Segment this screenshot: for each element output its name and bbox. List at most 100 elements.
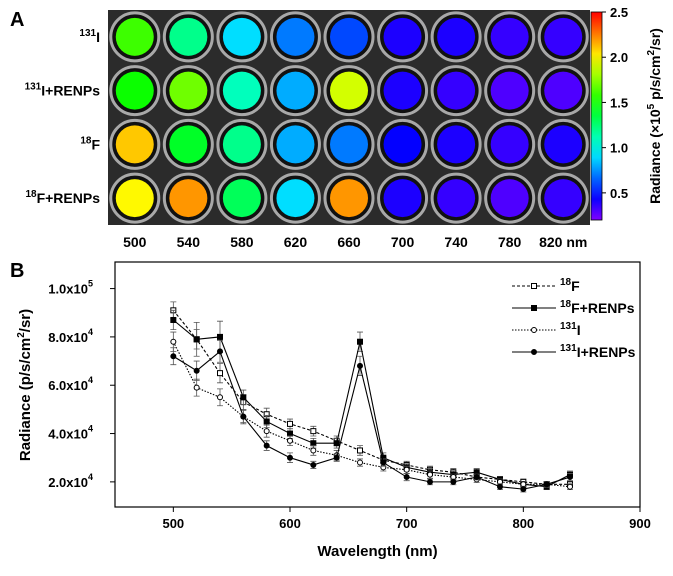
marker xyxy=(217,348,223,355)
column-label: 540 xyxy=(177,234,201,250)
colorbar-label-part: p/s/cm xyxy=(647,55,663,103)
well xyxy=(115,17,154,56)
legend-label-part: F xyxy=(571,278,580,294)
colorbar-tick-label: 2.0 xyxy=(610,50,628,65)
marker xyxy=(170,316,177,323)
well xyxy=(490,17,529,56)
row-label: 131I+RENPs xyxy=(25,82,101,99)
well xyxy=(330,179,368,218)
well xyxy=(437,125,476,164)
legend-label-part: 131 xyxy=(560,343,577,354)
well xyxy=(169,179,208,218)
well xyxy=(276,71,315,110)
marker xyxy=(427,471,433,478)
column-label: 740 xyxy=(444,234,468,250)
marker xyxy=(450,478,457,485)
x-tick-label: 500 xyxy=(162,516,184,531)
well xyxy=(490,179,529,218)
well xyxy=(115,71,154,110)
row-label-part: F+RENPs xyxy=(37,190,101,206)
legend-label: 18F xyxy=(560,277,580,294)
well xyxy=(222,179,261,218)
marker xyxy=(531,349,537,355)
marker xyxy=(217,370,223,377)
well xyxy=(276,17,315,56)
marker xyxy=(357,447,363,454)
plot-frame xyxy=(114,261,641,508)
colorbar-label-part: 2 xyxy=(646,49,657,55)
well xyxy=(437,71,476,110)
y-tick-label-part: 6.0x10 xyxy=(48,378,88,393)
row-label-part: 18 xyxy=(80,135,92,146)
y-tick-label-part: 4.0x10 xyxy=(48,427,88,442)
row-label-part: F xyxy=(91,136,100,152)
row-label: 18F xyxy=(80,135,100,152)
marker xyxy=(263,428,270,435)
marker xyxy=(531,305,537,311)
y-tick-label: 4.0x104 xyxy=(48,424,93,442)
marker xyxy=(567,483,573,490)
x-tick-label: 700 xyxy=(396,516,418,531)
row-label-part: I+RENPs xyxy=(41,83,100,99)
well xyxy=(222,17,261,56)
marker xyxy=(240,394,247,401)
marker xyxy=(170,353,177,360)
y-tick-label-part: 4 xyxy=(88,424,93,434)
series-line xyxy=(172,341,571,488)
well xyxy=(383,71,422,110)
series-line xyxy=(173,350,571,490)
marker xyxy=(287,454,293,461)
marker xyxy=(310,428,317,435)
marker xyxy=(193,336,200,343)
well xyxy=(330,125,368,164)
marker xyxy=(567,474,573,481)
well xyxy=(222,71,261,110)
marker xyxy=(473,474,480,481)
column-label: 500 xyxy=(123,234,147,250)
y-tick-label: 8.0x104 xyxy=(48,327,93,345)
colorbar-tick-label: 1.5 xyxy=(610,95,628,110)
marker xyxy=(310,440,317,447)
y-axis-label: Radiance (p/s/cm2/sr) xyxy=(16,309,34,461)
well xyxy=(437,17,476,56)
marker xyxy=(287,420,293,427)
well xyxy=(276,125,315,164)
legend-label-part: 18 xyxy=(560,277,572,288)
well xyxy=(383,125,422,164)
well xyxy=(169,17,208,56)
column-label: 580 xyxy=(230,234,254,250)
y-tick-label-part: 4 xyxy=(88,327,93,337)
marker xyxy=(403,466,410,473)
y-tick-label: 6.0x104 xyxy=(48,375,93,393)
column-label: 820 nm xyxy=(539,234,587,250)
row-label: 18F+RENPs xyxy=(25,189,100,206)
marker xyxy=(497,483,503,490)
legend-label-part: 18 xyxy=(560,299,572,310)
legend-label-part: I xyxy=(577,322,581,338)
well xyxy=(169,71,208,110)
marker xyxy=(310,447,317,454)
column-label: 660 xyxy=(337,234,361,250)
marker xyxy=(357,459,363,466)
y-axis-label-part: 2 xyxy=(16,332,27,338)
marker xyxy=(333,454,340,461)
x-axis-label: Wavelength (nm) xyxy=(317,543,437,560)
column-label: 700 xyxy=(391,234,415,250)
row-label: 131I xyxy=(79,28,100,45)
well xyxy=(330,71,368,110)
legend-label-part: I+RENPs xyxy=(577,344,636,360)
legend-label: 18F+RENPs xyxy=(560,299,635,316)
row-label-part: 131 xyxy=(25,82,42,93)
marker xyxy=(170,338,177,345)
well xyxy=(115,125,154,164)
y-axis-label-part: Radiance (p/s/cm xyxy=(17,338,34,461)
marker xyxy=(333,440,340,447)
colorbar xyxy=(590,11,603,221)
y-tick-label: 1.0x105 xyxy=(48,279,93,297)
y-axis-label-part: /sr) xyxy=(17,309,34,332)
series-line xyxy=(172,319,571,488)
column-label: 780 xyxy=(498,234,522,250)
colorbar-label-part: 5 xyxy=(646,103,657,109)
row-label-part: I xyxy=(96,29,100,45)
